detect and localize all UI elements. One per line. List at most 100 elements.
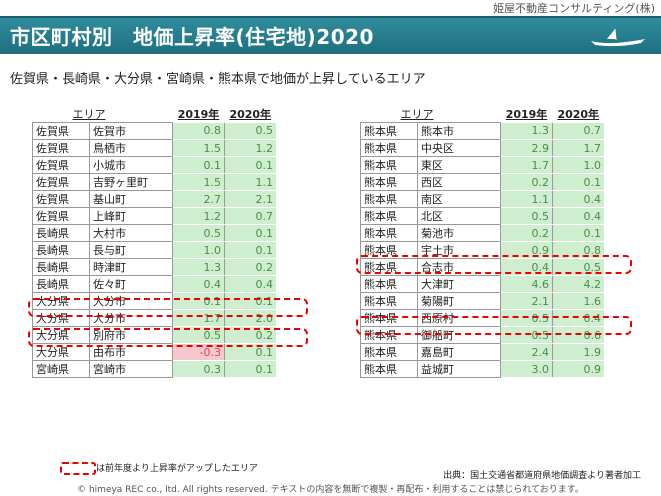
area-header: エリア xyxy=(400,108,434,121)
value-2020-cell: 0.1 xyxy=(224,241,276,259)
value-2019-cell: 1.3 xyxy=(172,258,225,276)
city-cell: 佐々町 xyxy=(89,275,173,293)
value-2019-cell: 0.5 xyxy=(172,224,225,242)
prefecture-cell: 熊本県 xyxy=(360,190,418,208)
table-row: 佐賀県 基山町 2.7 2.1 xyxy=(32,190,276,208)
company-name: 姫屋不動産コンサルティング(株) xyxy=(493,2,655,15)
prefecture-cell: 長崎県 xyxy=(32,224,90,242)
prefecture-cell: 熊本県 xyxy=(360,241,418,259)
value-2019-cell: 1.7 xyxy=(172,309,225,327)
city-cell: 中央区 xyxy=(417,139,501,157)
prefecture-cell: 熊本県 xyxy=(360,309,418,327)
value-2019-cell: 0.2 xyxy=(500,224,553,242)
value-2020-cell: 0.1 xyxy=(552,173,604,191)
prefecture-cell: 熊本県 xyxy=(360,122,418,140)
value-2020-cell: 0.1 xyxy=(224,224,276,242)
table-row: 熊本県 西区 0.2 0.1 xyxy=(360,173,604,191)
highlight-box-koshi xyxy=(356,255,632,274)
value-2020-cell: 0.4 xyxy=(552,190,604,208)
city-cell: 小城市 xyxy=(89,156,173,174)
legend-text: は前年度より上昇率がアップしたエリア xyxy=(96,464,258,474)
year-2019-header: 2019年 xyxy=(505,108,548,122)
year-2019-header: 2019年 xyxy=(177,108,220,122)
value-2019-cell: 0.5 xyxy=(500,207,553,225)
value-2020-cell: 0.7 xyxy=(224,207,276,225)
value-2019-cell: 0.1 xyxy=(172,292,225,310)
value-2020-cell: 1.2 xyxy=(224,139,276,157)
table-row: 熊本県 西原村 0.5 0.4 xyxy=(360,309,604,327)
value-2020-cell: 1.7 xyxy=(552,139,604,157)
value-2019-cell: 1.0 xyxy=(172,241,225,259)
table-row: 佐賀県 佐賀市 0.8 0.5 xyxy=(32,122,276,140)
value-2019-cell: 1.5 xyxy=(172,139,225,157)
prefecture-cell: 熊本県 xyxy=(360,207,418,225)
value-2020-cell: 1.6 xyxy=(552,292,604,310)
city-cell: 吉野ヶ里町 xyxy=(89,173,173,191)
city-cell: 宮崎市 xyxy=(89,360,173,378)
prefecture-cell: 佐賀県 xyxy=(32,139,90,157)
value-2020-cell: 1.0 xyxy=(552,156,604,174)
prefecture-cell: 熊本県 xyxy=(360,275,418,293)
prefecture-cell: 佐賀県 xyxy=(32,173,90,191)
table-row: 長崎県 大村市 0.5 0.1 xyxy=(32,224,276,242)
table-row: 熊本県 菊池市 0.2 0.1 xyxy=(360,224,604,242)
value-2020-cell: 2.1 xyxy=(224,190,276,208)
city-cell: 北区 xyxy=(417,207,501,225)
left-area-table: エリア 2019年 2020年 佐賀県 佐賀市 0.8 0.5 佐賀県 鳥栖市 1.5 1.2… xyxy=(32,106,276,378)
city-cell: 鳥栖市 xyxy=(89,139,173,157)
city-cell: 長与町 xyxy=(89,241,173,259)
value-2019-cell: 1.7 xyxy=(500,156,553,174)
city-cell: 佐賀市 xyxy=(89,122,173,140)
value-2019-cell: 0.8 xyxy=(172,122,225,140)
year-2020-header: 2020年 xyxy=(229,108,272,122)
value-2020-cell: 0.5 xyxy=(552,258,604,276)
city-cell: 大村市 xyxy=(89,224,173,242)
value-2019-cell: 2.7 xyxy=(172,190,225,208)
prefecture-cell: 佐賀県 xyxy=(32,122,90,140)
table-row: 熊本県 中央区 2.9 1.7 xyxy=(360,139,604,157)
prefecture-cell: 佐賀県 xyxy=(32,207,90,225)
value-2020-cell: 0.9 xyxy=(552,360,604,378)
value-2020-cell: 0.1 xyxy=(224,343,276,361)
table-row: 熊本県 宇土市 0.9 0.8 xyxy=(360,241,604,259)
table-row: 佐賀県 上峰町 1.2 0.7 xyxy=(32,207,276,225)
value-2020-cell: 0.2 xyxy=(224,258,276,276)
subtitle: 佐賀県・長崎県・大分県・宮崎県・熊本県で地価が上昇しているエリア xyxy=(10,72,426,87)
value-2020-cell: 0.2 xyxy=(224,326,276,344)
value-2019-cell: 0.4 xyxy=(500,258,553,276)
prefecture-cell: 佐賀県 xyxy=(32,156,90,174)
prefecture-cell: 熊本県 xyxy=(360,343,418,361)
value-2019-cell: 1.1 xyxy=(500,190,553,208)
value-2020-cell: 0.8 xyxy=(552,241,604,259)
table-row: 熊本県 東区 1.7 1.0 xyxy=(360,156,604,174)
year-2020-header: 2020年 xyxy=(557,108,600,122)
table-row: 熊本県 嘉島町 2.4 1.9 xyxy=(360,343,604,361)
city-cell: 南区 xyxy=(417,190,501,208)
value-2020-cell: 1.9 xyxy=(552,343,604,361)
source-note: 出典：国土交通省都道府県地価調査より著者加工 xyxy=(443,471,641,481)
table-row: 熊本県 熊本市 1.3 0.7 xyxy=(360,122,604,140)
table-row: 長崎県 長与町 1.0 0.1 xyxy=(32,241,276,259)
table-row: 熊本県 大津町 4.6 4.2 xyxy=(360,275,604,293)
prefecture-cell: 熊本県 xyxy=(360,156,418,174)
city-cell: 大津町 xyxy=(417,275,501,293)
table-row: 熊本県 南区 1.1 0.4 xyxy=(360,190,604,208)
value-2019-cell: 1.5 xyxy=(172,173,225,191)
value-2019-cell: 2.4 xyxy=(500,343,553,361)
prefecture-cell: 熊本県 xyxy=(360,360,418,378)
value-2020-cell: 1.1 xyxy=(224,173,276,191)
value-2019-cell: 0.5 xyxy=(500,309,553,327)
table-row: 熊本県 菊陽町 2.1 1.6 xyxy=(360,292,604,310)
value-2019-cell: 0.4 xyxy=(172,275,225,293)
city-cell: 菊陽町 xyxy=(417,292,501,310)
value-2020-cell: 0.4 xyxy=(224,275,276,293)
value-2019-cell: 0.9 xyxy=(500,241,553,259)
boat-logo-icon xyxy=(591,28,645,47)
city-cell: 宇土市 xyxy=(417,241,501,259)
city-cell: 東区 xyxy=(417,156,501,174)
value-2020-cell: 0.5 xyxy=(224,122,276,140)
value-2020-cell: 0.1 xyxy=(224,292,276,310)
legend-swatch xyxy=(60,462,96,475)
copyright-notice: © himeya REC co., ltd. All rights reserv… xyxy=(77,485,584,495)
value-2020-cell: 2.0 xyxy=(224,309,276,327)
